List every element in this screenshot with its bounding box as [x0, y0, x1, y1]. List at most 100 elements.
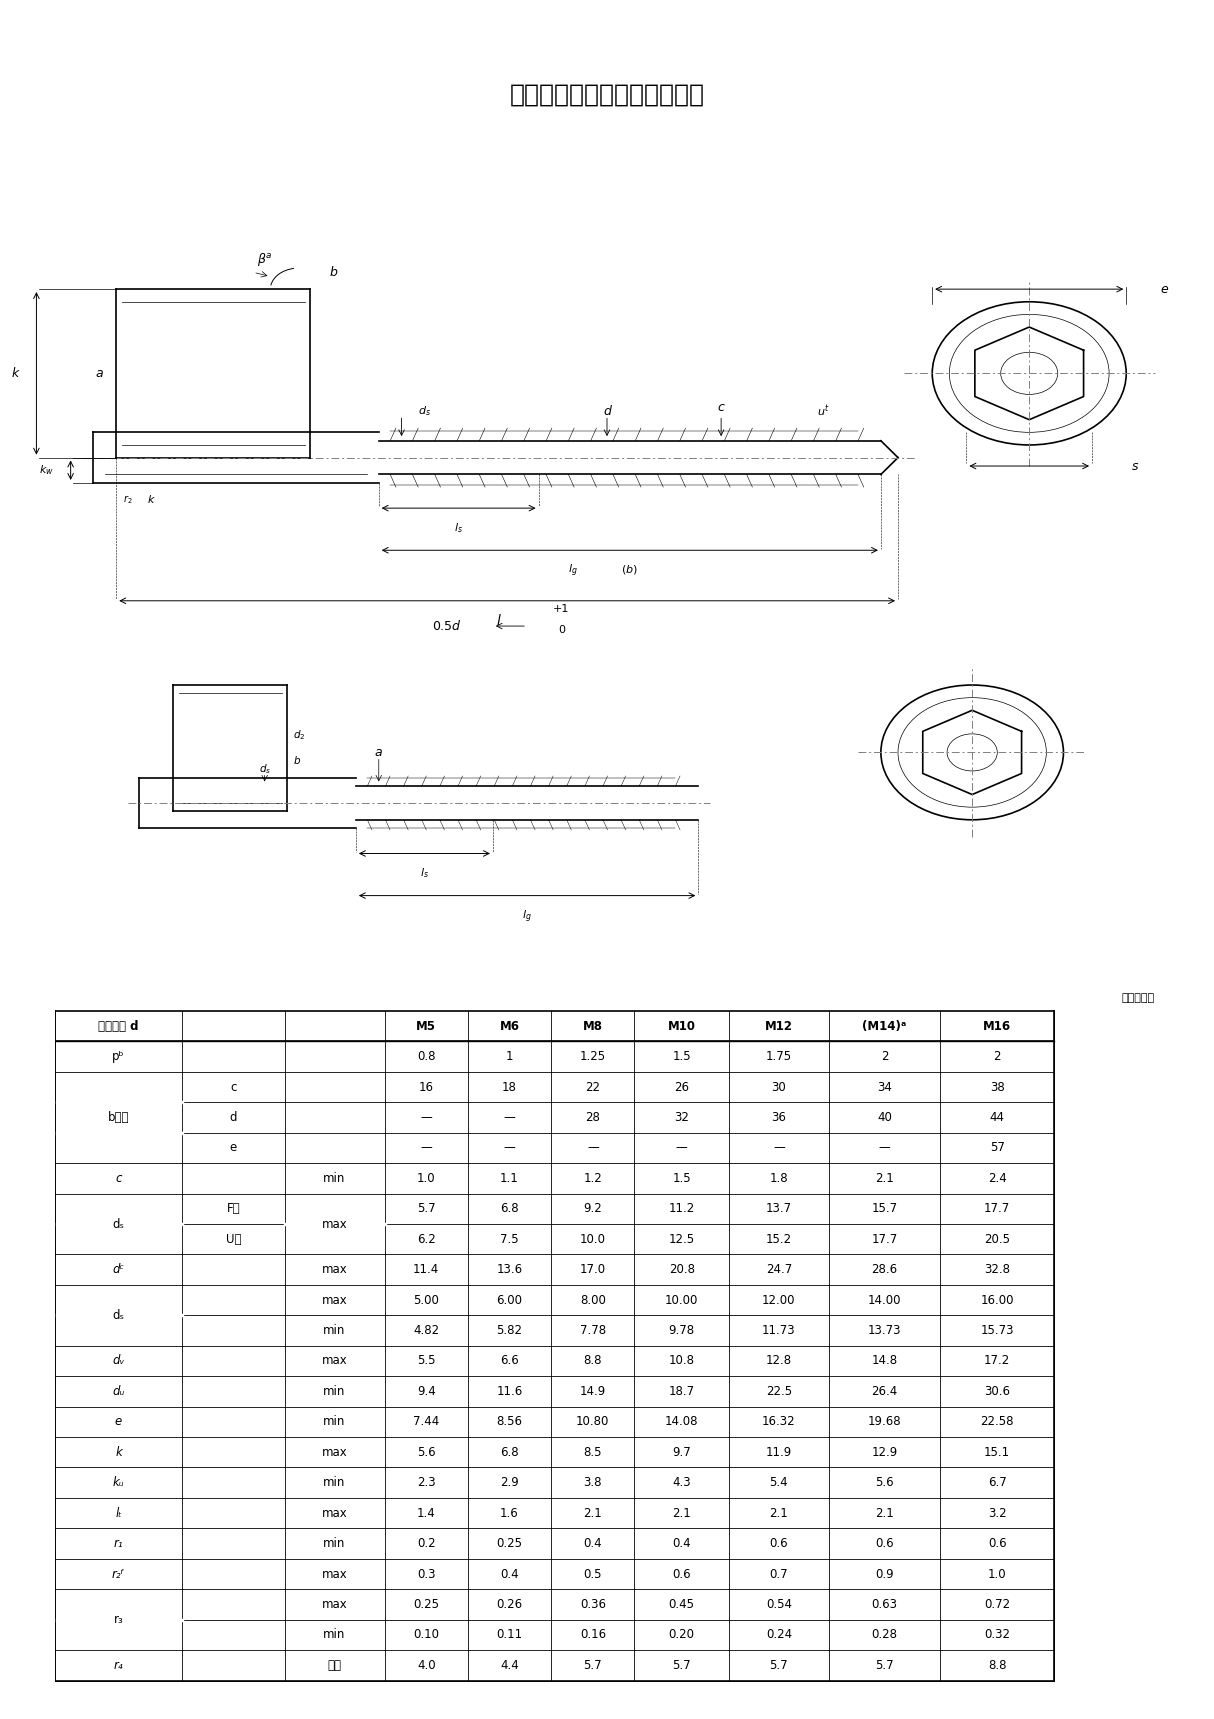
Text: 4.0: 4.0 — [416, 1659, 436, 1673]
Text: 6.8: 6.8 — [500, 1446, 518, 1459]
Text: 1: 1 — [506, 1050, 514, 1062]
Text: 2.1: 2.1 — [673, 1506, 691, 1520]
Text: 1.2: 1.2 — [584, 1172, 602, 1184]
Text: 5.4: 5.4 — [770, 1477, 788, 1489]
Text: 11.2: 11.2 — [669, 1202, 694, 1215]
Text: e: e — [229, 1141, 237, 1155]
Text: b参考: b参考 — [108, 1110, 129, 1124]
Text: 6.7: 6.7 — [988, 1477, 1006, 1489]
Text: a: a — [375, 746, 382, 758]
Text: 26.4: 26.4 — [872, 1386, 897, 1398]
Text: 24.7: 24.7 — [766, 1263, 792, 1275]
Text: 0.16: 0.16 — [580, 1628, 606, 1642]
Text: 1.0: 1.0 — [988, 1568, 1006, 1580]
Text: 6.6: 6.6 — [500, 1355, 518, 1368]
Text: 10.00: 10.00 — [665, 1294, 698, 1306]
Text: 32: 32 — [674, 1110, 690, 1124]
Text: 0.72: 0.72 — [985, 1599, 1010, 1611]
Text: 15.7: 15.7 — [872, 1202, 897, 1215]
Text: r₂ᶠ: r₂ᶠ — [112, 1568, 125, 1580]
Text: $l_s$: $l_s$ — [454, 521, 463, 535]
Text: 0.7: 0.7 — [770, 1568, 788, 1580]
Text: $u^t$: $u^t$ — [817, 404, 830, 419]
Text: 5.00: 5.00 — [413, 1294, 439, 1306]
Text: $d_s$: $d_s$ — [418, 404, 431, 418]
Text: 6.2: 6.2 — [416, 1233, 436, 1246]
Text: 2: 2 — [993, 1050, 1000, 1062]
Text: 14.00: 14.00 — [868, 1294, 901, 1306]
Text: 16: 16 — [419, 1081, 433, 1093]
Text: 12.9: 12.9 — [872, 1446, 897, 1459]
Text: 2.1: 2.1 — [875, 1172, 894, 1184]
Text: max: max — [322, 1294, 347, 1306]
Text: 12.8: 12.8 — [766, 1355, 792, 1368]
Text: $(b)$: $(b)$ — [622, 562, 639, 576]
Text: 5.7: 5.7 — [673, 1659, 691, 1673]
Text: 9.4: 9.4 — [416, 1386, 436, 1398]
Text: 8.56: 8.56 — [497, 1415, 522, 1428]
Text: 1.0: 1.0 — [416, 1172, 436, 1184]
Text: k: k — [115, 1446, 121, 1459]
Text: 14.8: 14.8 — [872, 1355, 897, 1368]
Text: 7.78: 7.78 — [580, 1324, 606, 1337]
Text: $k_w$: $k_w$ — [39, 464, 53, 478]
Text: max: max — [322, 1217, 347, 1231]
Text: 30: 30 — [772, 1081, 787, 1093]
Text: 15.73: 15.73 — [981, 1324, 1014, 1337]
Text: 18.7: 18.7 — [669, 1386, 694, 1398]
Text: 17.7: 17.7 — [872, 1233, 897, 1246]
Text: $0.5d$: $0.5d$ — [432, 619, 463, 633]
Text: $d_2$: $d_2$ — [294, 729, 306, 743]
Text: 26: 26 — [674, 1081, 690, 1093]
Text: $l$: $l$ — [495, 614, 501, 629]
Text: 28.6: 28.6 — [872, 1263, 897, 1275]
Text: 螺纹规格 d: 螺纹规格 d — [98, 1019, 138, 1033]
Text: max: max — [322, 1263, 347, 1275]
Text: 22.5: 22.5 — [766, 1386, 792, 1398]
Text: 0.6: 0.6 — [988, 1537, 1006, 1551]
Text: 12.00: 12.00 — [762, 1294, 795, 1306]
Text: 0.6: 0.6 — [770, 1537, 788, 1551]
Text: k: k — [12, 366, 19, 380]
Text: +1: +1 — [554, 603, 569, 614]
Text: (M14)ᵃ: (M14)ᵃ — [862, 1019, 907, 1033]
Text: M16: M16 — [983, 1019, 1011, 1033]
Text: dᵤ: dᵤ — [113, 1386, 125, 1398]
Text: 0.6: 0.6 — [875, 1537, 894, 1551]
Text: 0.3: 0.3 — [416, 1568, 436, 1580]
Text: 1.5: 1.5 — [673, 1172, 691, 1184]
Text: 20.5: 20.5 — [985, 1233, 1010, 1246]
Text: 13.6: 13.6 — [497, 1263, 522, 1275]
Text: min: min — [323, 1386, 346, 1398]
Text: 5.7: 5.7 — [584, 1659, 602, 1673]
Text: 0.63: 0.63 — [872, 1599, 897, 1611]
Text: b: b — [329, 266, 337, 278]
Text: b: b — [294, 756, 300, 767]
Text: 3.2: 3.2 — [988, 1506, 1006, 1520]
Text: 10.80: 10.80 — [577, 1415, 609, 1428]
Text: 2.1: 2.1 — [584, 1506, 602, 1520]
Text: 19.68: 19.68 — [868, 1415, 901, 1428]
Text: —: — — [773, 1141, 784, 1155]
Text: 32.8: 32.8 — [985, 1263, 1010, 1275]
Text: —: — — [420, 1110, 432, 1124]
Text: min: min — [323, 1324, 346, 1337]
Text: 0.11: 0.11 — [497, 1628, 522, 1642]
Text: 1.1: 1.1 — [500, 1172, 518, 1184]
Text: 3.8: 3.8 — [584, 1477, 602, 1489]
Text: 0.25: 0.25 — [413, 1599, 439, 1611]
Text: 11.9: 11.9 — [766, 1446, 792, 1459]
Text: 14.08: 14.08 — [665, 1415, 698, 1428]
Text: M10: M10 — [668, 1019, 696, 1033]
Text: M6: M6 — [499, 1019, 520, 1033]
Text: 13.7: 13.7 — [766, 1202, 792, 1215]
Text: F型: F型 — [227, 1202, 240, 1215]
Text: 1.25: 1.25 — [580, 1050, 606, 1062]
Text: max: max — [322, 1568, 347, 1580]
Text: 9.78: 9.78 — [669, 1324, 694, 1337]
Text: 15.2: 15.2 — [766, 1233, 792, 1246]
Text: pᵇ: pᵇ — [112, 1050, 125, 1062]
Text: 5.5: 5.5 — [416, 1355, 436, 1368]
Text: 0.9: 0.9 — [875, 1568, 894, 1580]
Text: 2.4: 2.4 — [988, 1172, 1006, 1184]
